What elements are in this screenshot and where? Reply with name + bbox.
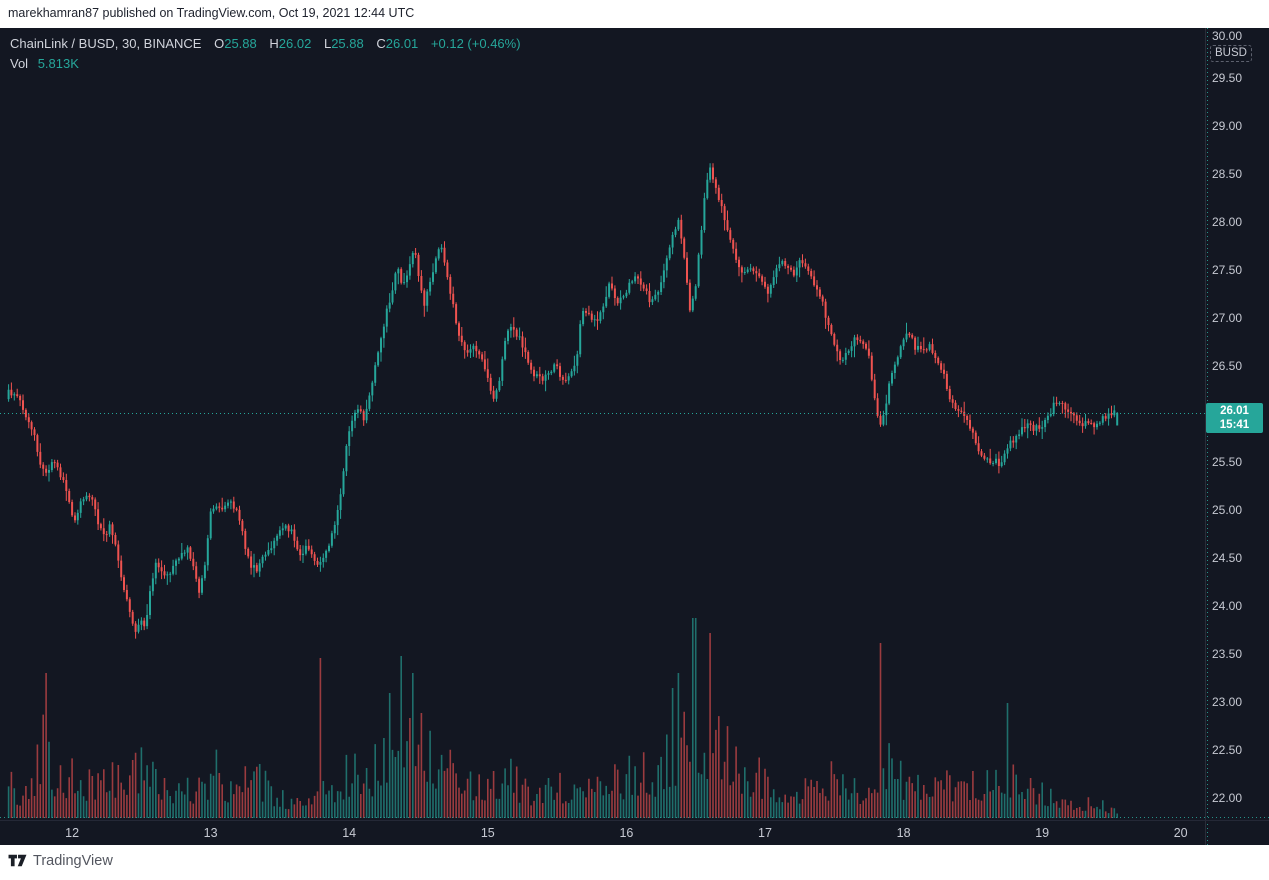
- tradingview-logo-icon: [8, 854, 27, 867]
- volume-bars-down: [10, 633, 1113, 818]
- last-price-badge: 26.01 15:41: [1206, 403, 1263, 433]
- time-tick-14: 14: [342, 826, 357, 840]
- time-tick-17: 17: [758, 826, 772, 840]
- current-price-line: [0, 413, 1205, 414]
- axis-edge-dotted-line: [1207, 28, 1208, 845]
- price-chart-canvas[interactable]: [0, 28, 1205, 818]
- change-value: +0.12 (+0.46%): [430, 36, 521, 51]
- bar-countdown: 15:41: [1219, 419, 1250, 431]
- time-tick-19: 19: [1035, 826, 1050, 840]
- attribution-text: marekhamran87 published on TradingView.c…: [8, 6, 415, 20]
- time-tick-13: 13: [203, 826, 218, 840]
- ohlc-close: C26.01: [376, 36, 419, 51]
- price-tick-22.50: 22.50: [1212, 742, 1243, 757]
- price-tick-29.00: 29.00: [1212, 118, 1243, 133]
- price-tick-25.00: 25.00: [1212, 502, 1243, 517]
- price-tick-28.50: 28.50: [1212, 166, 1243, 181]
- volume-value: 5.813K: [37, 56, 79, 71]
- time-tick-18: 18: [896, 826, 911, 840]
- volume-bars-up: [7, 618, 1118, 818]
- time-tick-12: 12: [65, 826, 80, 840]
- candle-wicks-up: [8, 163, 1118, 634]
- time-tick-20: 20: [1173, 826, 1188, 840]
- time-axis-border: [0, 820, 1269, 821]
- ohlc-low: L25.88: [323, 36, 364, 51]
- price-tick-27.50: 27.50: [1212, 262, 1243, 277]
- chart-legend: ChainLink / BUSD, 30, BINANCE O25.88 H26…: [10, 34, 521, 74]
- price-axis-border: [1205, 28, 1206, 845]
- candle-bodies-up: [7, 167, 1119, 632]
- legend-volume-row: Vol 5.813K: [10, 54, 521, 74]
- time-tick-15: 15: [480, 826, 495, 840]
- chart-widget: ChainLink / BUSD, 30, BINANCE O25.88 H26…: [0, 28, 1269, 845]
- price-tick-27.00: 27.00: [1212, 310, 1243, 325]
- price-tick-24.00: 24.00: [1212, 598, 1243, 613]
- price-tick-23.50: 23.50: [1212, 646, 1243, 661]
- price-tick-26.50: 26.50: [1212, 358, 1243, 373]
- price-tick-30.00: 30.00: [1212, 29, 1243, 43]
- price-tick-29.50: 29.50: [1212, 71, 1243, 85]
- tradingview-logo-link[interactable]: TradingView: [8, 852, 113, 869]
- ohlc-high: H26.02: [269, 36, 312, 51]
- currency-unit-button[interactable]: BUSD: [1210, 45, 1252, 62]
- price-tick-23.00: 23.00: [1212, 694, 1243, 709]
- price-tick-28.00: 28.00: [1212, 214, 1243, 229]
- last-price-value: 26.01: [1220, 405, 1249, 417]
- symbol-title: ChainLink / BUSD, 30, BINANCE: [10, 36, 202, 51]
- ohlc-open: O25.88: [214, 36, 257, 51]
- brand-name: TradingView: [33, 852, 113, 869]
- time-tick-16: 16: [619, 826, 634, 840]
- page-footer: TradingView: [0, 845, 1269, 880]
- volume-label: Vol: [10, 56, 29, 71]
- price-tick-24.50: 24.50: [1212, 550, 1243, 565]
- legend-symbol-row: ChainLink / BUSD, 30, BINANCE O25.88 H26…: [10, 34, 521, 54]
- price-tick-22.00: 22.00: [1212, 790, 1243, 805]
- pane-bottom-dotted-line: [0, 817, 1269, 818]
- price-tick-25.50: 25.50: [1212, 454, 1243, 469]
